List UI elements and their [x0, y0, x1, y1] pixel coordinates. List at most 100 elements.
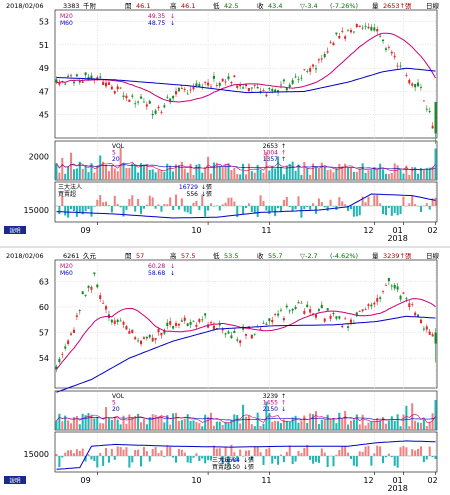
volume-bar: [160, 170, 163, 180]
candle-body: [274, 89, 277, 93]
candle-body: [332, 312, 335, 315]
volume-bar: [221, 167, 224, 180]
legend-button-bg[interactable]: [4, 226, 26, 234]
volume-bar: [218, 165, 221, 180]
institutional-bar: [250, 206, 253, 212]
institutional-bar: [349, 206, 352, 210]
volume-bar: [239, 423, 242, 430]
candle-body: [417, 82, 420, 87]
volume-value: 2653↑張: [383, 2, 412, 10]
candle-body: [186, 323, 189, 326]
volume-bar: [373, 421, 376, 430]
institutional-bar: [207, 206, 210, 211]
candle-body: [122, 321, 125, 325]
volume-bar: [282, 419, 285, 430]
institutional-legend-value: 16684: [221, 457, 240, 464]
institutional-bar: [253, 446, 256, 456]
institutional-bar: [215, 448, 218, 456]
candle-body: [233, 75, 236, 78]
candle-body: [402, 292, 405, 294]
close-label: 收: [257, 1, 264, 10]
institutional-bar: [370, 205, 373, 207]
legend-help-button[interactable]: 說明: [4, 226, 26, 235]
volume-bar: [218, 421, 221, 430]
volume-bar: [186, 414, 189, 430]
volume-bar: [285, 165, 288, 180]
volume-bar: [338, 163, 341, 180]
institutional-bar: [247, 203, 250, 206]
volume-bar: [174, 412, 178, 430]
institutional-bar: [189, 456, 192, 464]
candle-body: [370, 26, 373, 31]
candle-body: [99, 76, 102, 78]
candle-body: [253, 85, 256, 86]
volume-bar: [207, 156, 210, 180]
institutional-bar: [282, 456, 285, 463]
candle-body: [422, 328, 425, 330]
volume-bar: [154, 414, 157, 430]
candle-body: [414, 83, 417, 88]
institutional-bar: [180, 449, 183, 456]
institutional-bar: [145, 451, 148, 456]
volume-bar: [180, 161, 183, 180]
institutional-bar: [419, 446, 422, 456]
volume-bar: [204, 167, 207, 180]
institutional-bar: [105, 448, 108, 456]
candle-body: [207, 324, 210, 328]
volume-bar: [268, 412, 271, 430]
candle-body: [110, 86, 113, 90]
volume-bar: [55, 163, 58, 180]
volume-bar: [215, 162, 218, 180]
volume-bar: [256, 412, 259, 430]
change-percent: (-4.62%): [330, 252, 358, 260]
institutional-bar: [387, 453, 390, 456]
candle-body: [361, 27, 364, 29]
candle-body: [294, 306, 297, 309]
change-value: ▽-2.7: [300, 252, 318, 260]
institutional-bar: [116, 446, 119, 456]
candle-body: [317, 309, 320, 311]
institutional-bar: [358, 206, 361, 216]
volume-bar: [107, 171, 110, 180]
volume-bar: [300, 420, 303, 430]
ma-legend-name: M60: [60, 20, 73, 27]
institutional-bar: [405, 447, 408, 456]
month-label: 01: [393, 476, 403, 485]
institutional-bar: [174, 456, 178, 463]
institutional-bar: [373, 453, 376, 456]
legend-help-button[interactable]: 說明: [4, 476, 26, 485]
institutional-bar: [434, 197, 437, 206]
volume-bar: [230, 420, 233, 430]
volume-bar: [402, 173, 405, 180]
candle-body: [431, 125, 434, 129]
volume-bar: [87, 172, 90, 180]
volume-bar: [174, 164, 178, 180]
institutional-bar: [227, 197, 230, 206]
volume-tick-label: 2000: [29, 152, 49, 161]
institutional-bar: [288, 206, 291, 208]
institutional-bar: [198, 456, 201, 461]
volume-bar: [212, 162, 215, 180]
institutional-bar: [344, 446, 347, 456]
volume-bar: [428, 167, 431, 180]
institutional-bar: [145, 204, 148, 206]
volume-legend-value: 3239: [263, 393, 278, 400]
volume-bar: [172, 413, 175, 430]
institutional-bar: [55, 453, 58, 456]
volume-bar: [285, 421, 288, 430]
close-value: 55.7: [268, 252, 282, 260]
volume-bar: [75, 168, 78, 180]
institutional-bar: [259, 452, 262, 456]
volume-bar: [317, 168, 320, 180]
volume-legend-value: 1455: [263, 400, 278, 407]
candle-body: [320, 304, 323, 309]
volume-legend-name: 20: [112, 406, 120, 413]
institutional-bar: [317, 456, 320, 463]
volume-legend-name: VOL: [112, 143, 125, 150]
volume-bar: [326, 414, 329, 430]
candle-body: [309, 309, 312, 313]
candle-body: [137, 101, 140, 103]
volume-bar: [90, 414, 93, 430]
volume-bar: [344, 163, 347, 180]
legend-button-bg[interactable]: [4, 476, 26, 484]
